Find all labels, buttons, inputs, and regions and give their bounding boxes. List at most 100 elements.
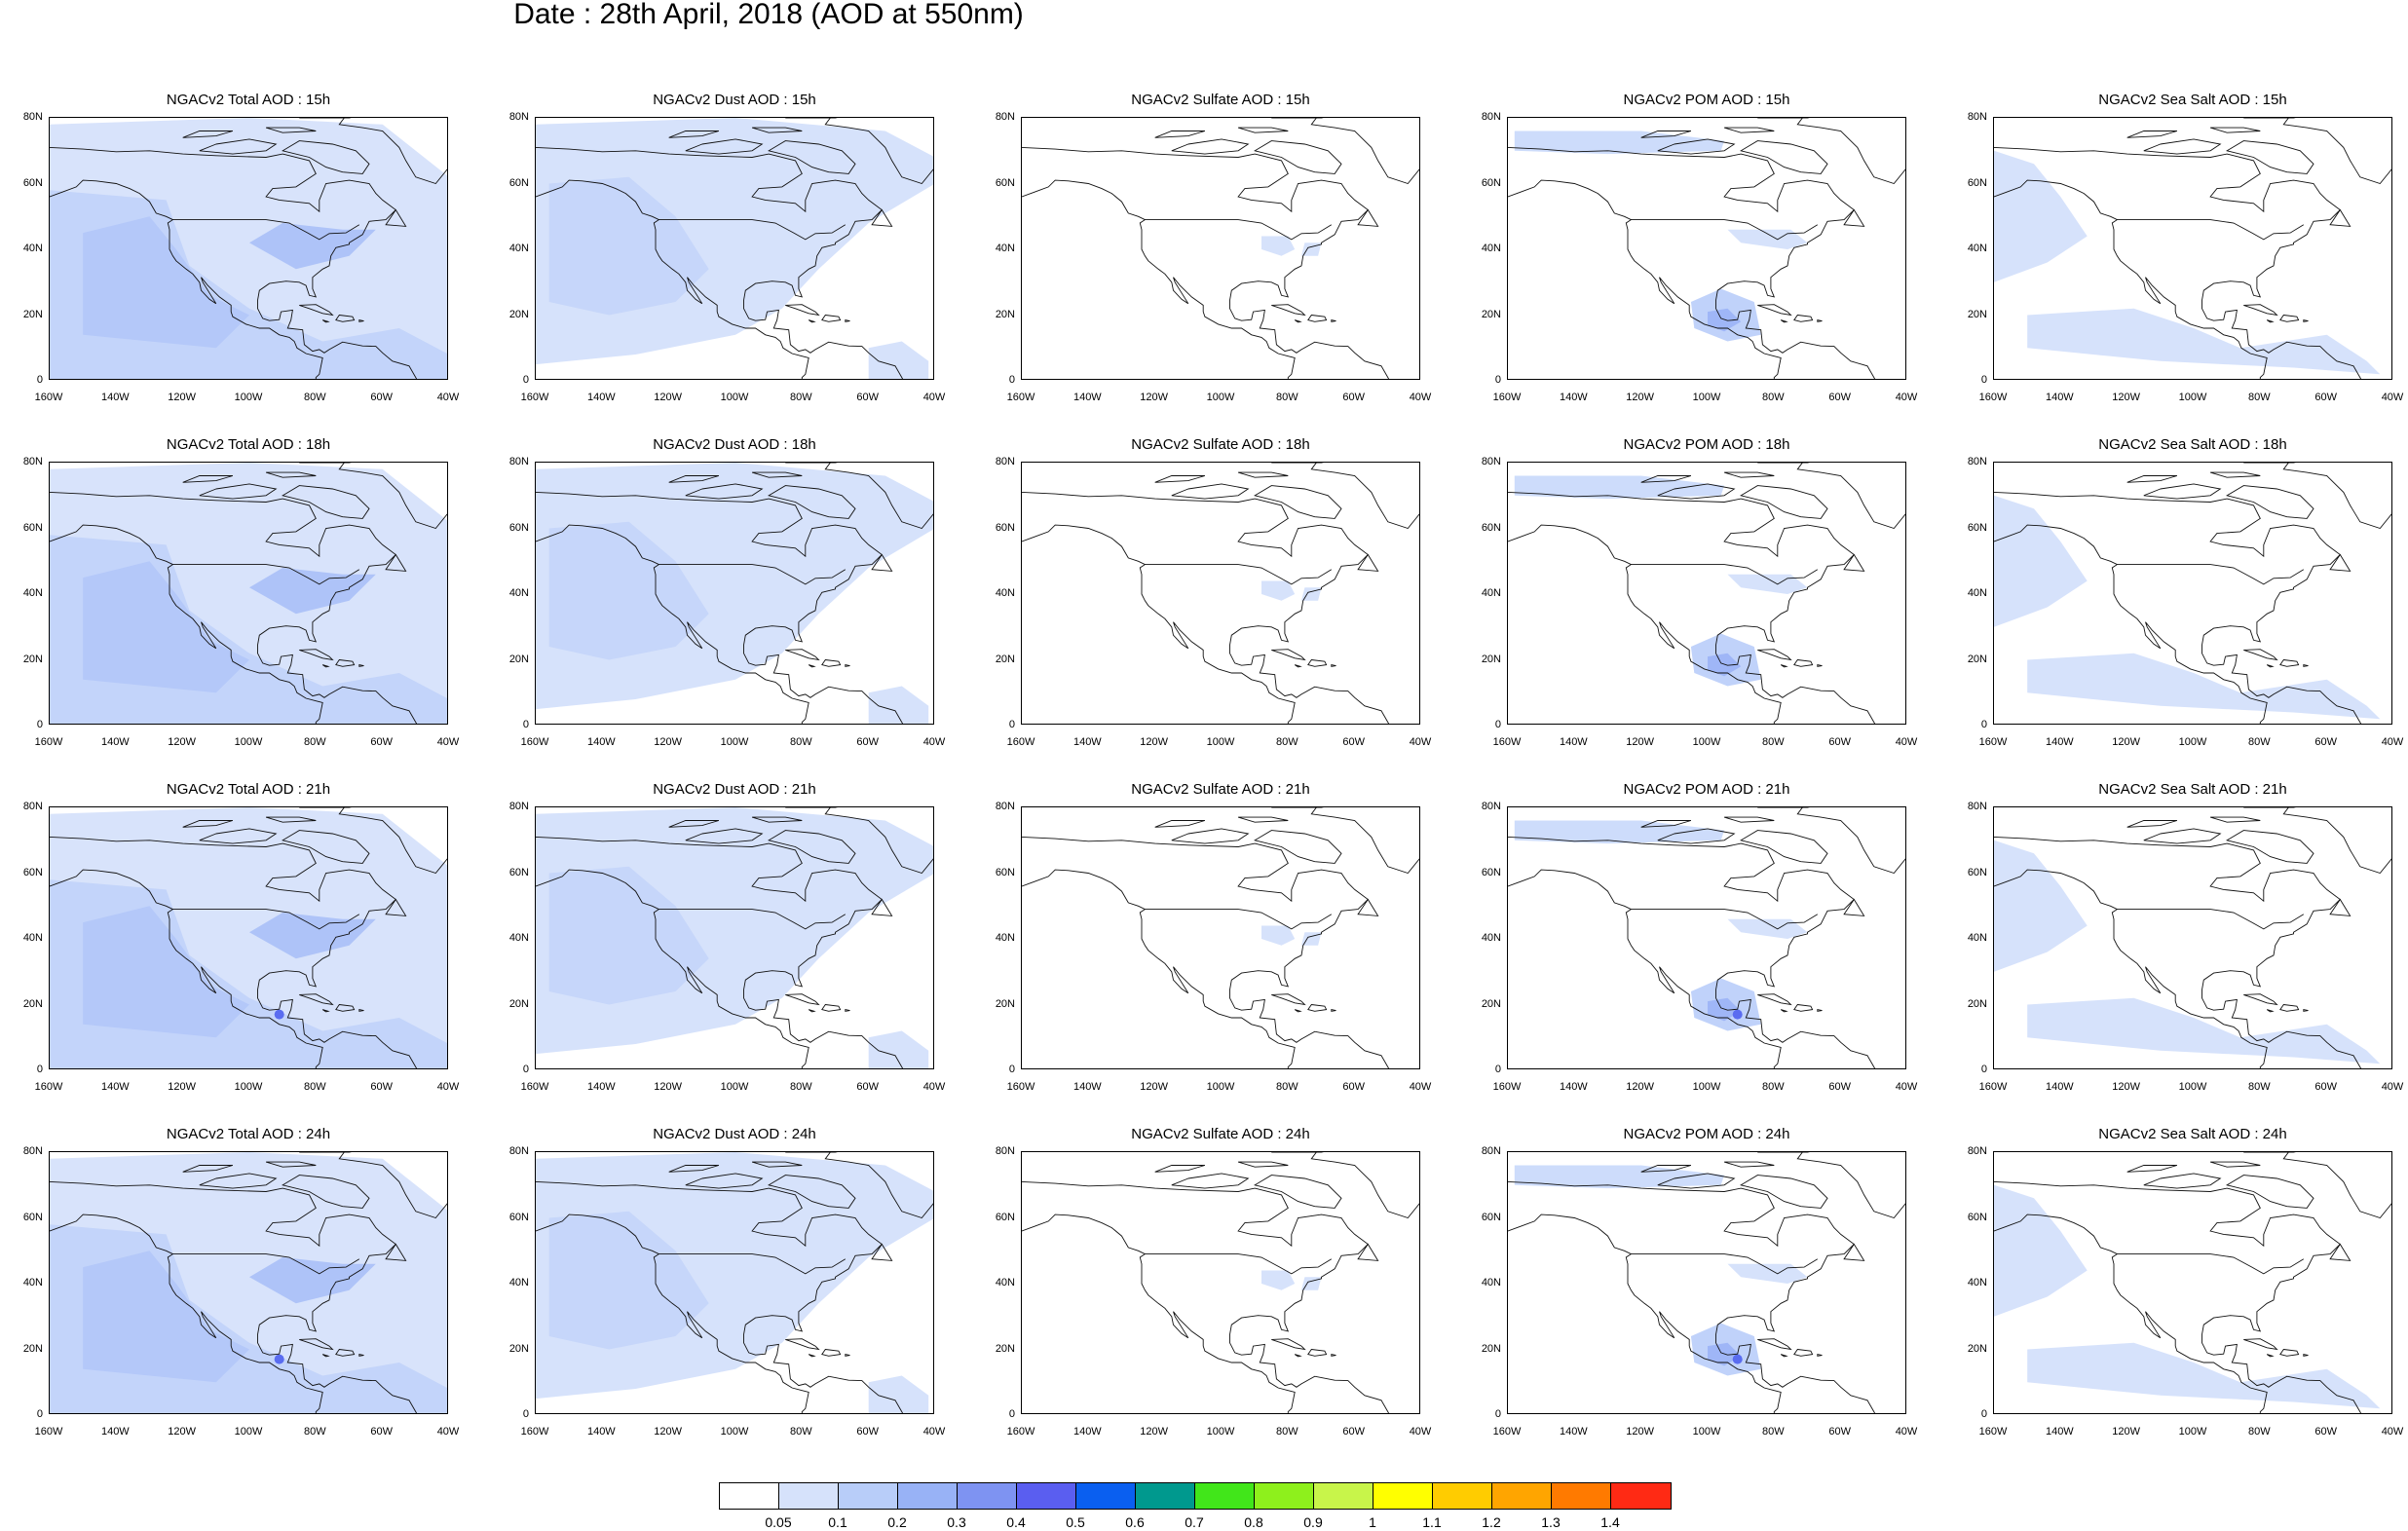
coastline: [1508, 869, 1782, 1068]
lat-tick-label: 80N: [1481, 1145, 1501, 1157]
colorbar-swatch: [958, 1483, 1017, 1509]
border-line: [172, 219, 360, 241]
coastline: [199, 1173, 278, 1189]
lon-tick-label: 80W: [790, 736, 812, 748]
coastline: [2209, 127, 2261, 133]
lon-tick-label: 60W: [370, 392, 393, 403]
coastline: [2266, 319, 2275, 323]
aod-shading: [1994, 495, 2088, 627]
coastline: [824, 1152, 933, 1219]
lon-tick-label: 140W: [2045, 392, 2074, 403]
coastline: [50, 836, 418, 1068]
lon-tick-label: 140W: [2045, 1426, 2074, 1438]
coastline: [299, 304, 334, 317]
panel-title: NGACv2 Total AOD : 15h: [166, 92, 331, 108]
coastline: [2329, 898, 2352, 916]
colorbar-swatch: [839, 1483, 898, 1509]
panel-title: NGACv2 POM AOD : 18h: [1623, 436, 1790, 453]
coastline: [2226, 485, 2314, 519]
lat-tick-label: 0: [36, 1408, 43, 1420]
lon-tick-label: 160W: [1978, 392, 2008, 403]
lon-tick-label: 80W: [2248, 392, 2271, 403]
coastline: [2126, 1165, 2178, 1173]
coastline: [1154, 475, 1206, 483]
map-canvas: [1508, 463, 1905, 724]
lat-tick-label: 20N: [22, 997, 43, 1010]
coastline: [335, 315, 356, 322]
coastline: [668, 820, 720, 828]
lon-tick-label: 80W: [1276, 736, 1298, 748]
panel-title: NGACv2 Sulfate AOD : 21h: [1131, 781, 1310, 798]
coastline: [1022, 491, 1390, 724]
coastline: [1508, 1214, 1782, 1413]
aod-shading: [1727, 918, 1808, 939]
border-line: [2117, 909, 2305, 930]
lat-tick-label: 80N: [1481, 111, 1501, 123]
aod-shading: [83, 1251, 249, 1383]
coastline: [845, 664, 850, 667]
aod-shading: [1994, 150, 2088, 282]
coastline: [1994, 869, 2268, 1068]
lon-tick-label: 60W: [856, 736, 879, 748]
coastline: [1640, 1165, 1692, 1173]
coastline: [1307, 315, 1328, 322]
coastline: [1331, 1354, 1336, 1357]
lat-tick-label: 20N: [1967, 308, 1987, 320]
map-frame: [49, 1151, 448, 1414]
aod-shading: [2027, 1342, 2381, 1409]
lon-tick-label: 40W: [1895, 1081, 1918, 1093]
lat-tick-label: 0: [1494, 1064, 1501, 1075]
coastline: [808, 1009, 816, 1013]
coastline: [1757, 304, 1792, 317]
border-line: [2117, 219, 2305, 241]
coastline: [1994, 146, 2362, 379]
coastline: [282, 1175, 370, 1209]
aod-hotspot: [274, 1009, 284, 1020]
coastline: [1994, 1214, 2268, 1413]
map-canvas: [50, 1152, 447, 1413]
coastline: [824, 118, 933, 185]
map-panel-sulfate-24h: NGACv2 Sulfate AOD : 24h 0 20N 40N 60N 80N 160…: [996, 1126, 1459, 1438]
lon-tick-label: 160W: [1006, 392, 1035, 403]
map-frame: [1993, 806, 2392, 1069]
colorbar-labels: 0.05 0.1 0.2 0.3 0.4 0.5 0.6 0.7 0.8 0.9 1 1.1 1.2 1.…: [719, 1514, 1693, 1530]
lon-tick-label: 60W: [1828, 1426, 1851, 1438]
map-canvas: [1508, 807, 1905, 1068]
border-line: [1145, 219, 1333, 241]
coastline: [785, 649, 820, 661]
map-canvas: [1508, 1152, 1905, 1413]
panel-title: NGACv2 Total AOD : 24h: [166, 1126, 331, 1142]
lon-tick-label: 140W: [2045, 736, 2074, 748]
lat-tick-label: 0: [1980, 719, 1987, 730]
coastline: [50, 869, 323, 1068]
colorbar-swatch: [898, 1483, 958, 1509]
lon-tick-label: 60W: [1342, 736, 1365, 748]
lat-tick-label: 60N: [995, 1211, 1015, 1223]
coastline: [821, 1349, 842, 1357]
lon-tick-label: 100W: [720, 392, 749, 403]
coastline: [1271, 304, 1306, 317]
figure-title: Date : 28th April, 2018 (AOD at 550nm): [513, 0, 1024, 30]
lat-tick-label: 0: [36, 1064, 43, 1075]
lon-tick-label: 160W: [1006, 1081, 1035, 1093]
coastline: [50, 491, 418, 724]
map-panel-sulfate-15h: NGACv2 Sulfate AOD : 15h 0 20N 40N 60N 80N 160…: [996, 92, 1459, 403]
colorbar-label: 0.4: [1006, 1514, 1026, 1530]
lon-tick-label: 60W: [1828, 1081, 1851, 1093]
coastline: [1994, 524, 2268, 724]
lat-tick-label: 0: [1980, 1408, 1987, 1420]
coastline: [1796, 118, 1905, 185]
lon-tick-label: 120W: [168, 1081, 197, 1093]
lat-tick-label: 40N: [1481, 932, 1501, 944]
colorbar-label: 1.1: [1422, 1514, 1442, 1530]
coastline: [358, 1009, 364, 1012]
coastline: [2226, 1175, 2314, 1209]
lon-tick-label: 40W: [1895, 736, 1918, 748]
lat-tick-label: 40N: [508, 1277, 529, 1288]
map-frame: [49, 462, 448, 725]
coastline: [536, 836, 904, 1068]
lon-tick-label: 120W: [654, 736, 683, 748]
coastline: [1357, 553, 1379, 572]
aod-hotspot: [1732, 1009, 1743, 1020]
